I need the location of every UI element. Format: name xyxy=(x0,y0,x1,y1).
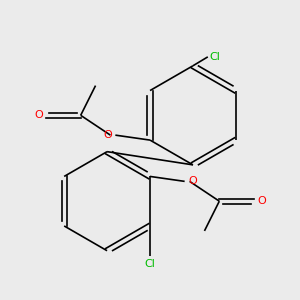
Text: Cl: Cl xyxy=(145,259,155,269)
Text: O: O xyxy=(34,110,43,120)
Text: O: O xyxy=(188,176,197,186)
Text: O: O xyxy=(103,130,112,140)
Text: Cl: Cl xyxy=(209,52,220,62)
Text: O: O xyxy=(257,196,266,206)
